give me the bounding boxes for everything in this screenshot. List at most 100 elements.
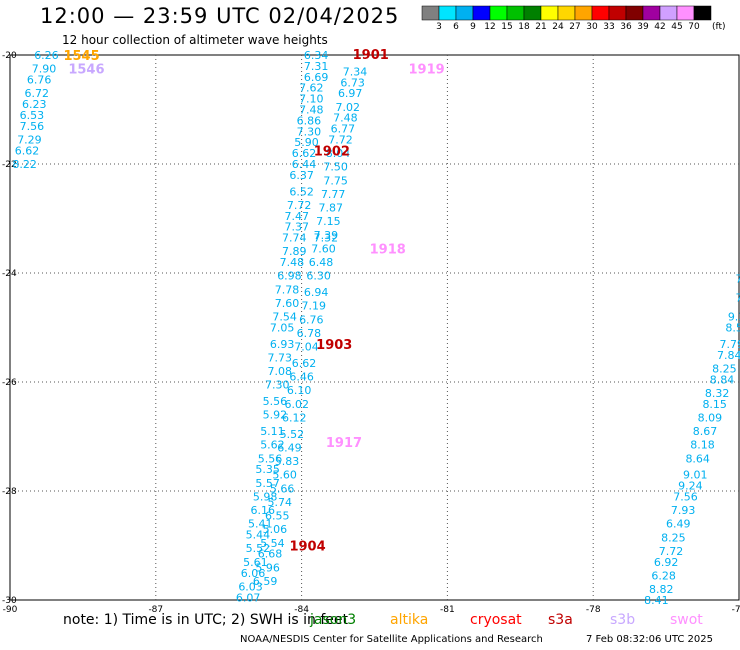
colorbar-unit: (ft) xyxy=(712,22,726,32)
wave-height-value: 5.61 xyxy=(243,556,268,569)
colorbar-label: 15 xyxy=(501,22,513,32)
wave-height-value: 7.60 xyxy=(311,242,336,255)
wave-height-value: 7.34 xyxy=(343,65,368,78)
x-tick-label: -78 xyxy=(586,605,601,615)
grid-lines xyxy=(10,55,739,600)
wave-height-value: 7.31 xyxy=(304,60,329,73)
footer-source: NOAA/NESDIS Center for Satellite Applica… xyxy=(240,634,543,645)
wave-height-value: 5.56 xyxy=(258,452,283,465)
colorbar-swatch xyxy=(659,5,678,21)
wave-height-value: 8.04 xyxy=(326,147,351,160)
wave-height-value: 6.68 xyxy=(258,548,283,561)
satellite-legend-cryosat: cryosat xyxy=(470,612,522,628)
wave-height-value: 6.97 xyxy=(338,87,363,100)
wave-height-value: 6.62 xyxy=(15,144,40,157)
y-tick-label: -26 xyxy=(2,378,17,388)
wave-height-value: 6.49 xyxy=(277,441,302,454)
wave-height-value: 7.30 xyxy=(297,125,322,138)
wave-height-value: 7.04 xyxy=(294,341,319,354)
wave-height-value: 6.59 xyxy=(253,575,278,588)
wave-height-value: 7.60 xyxy=(275,297,300,310)
colorbar-swatch xyxy=(438,5,457,21)
colorbar-swatch xyxy=(540,5,559,21)
colorbar-swatch xyxy=(523,5,542,21)
colorbar-label: 39 xyxy=(637,22,649,32)
x-tick-label: -90 xyxy=(3,605,18,615)
wave-height-value: 7.72 xyxy=(328,133,353,146)
colorbar-swatch xyxy=(608,5,627,21)
wave-height-value: 6.86 xyxy=(297,114,322,127)
wave-height-value: 6.34 xyxy=(304,49,329,62)
wave-height-value: 7.19 xyxy=(302,300,327,313)
page-title: 12:00 — 23:59 UTC 02/04/2025 xyxy=(40,4,400,28)
wave-height-value: 7.84 xyxy=(717,349,740,362)
colorbar-label: 6 xyxy=(453,22,459,32)
x-tick-label: -84 xyxy=(294,605,309,615)
wave-height-value: 6.76 xyxy=(299,313,324,326)
colorbar-swatch xyxy=(489,5,508,21)
colorbar-label: 42 xyxy=(654,22,666,32)
wave-height-value: 8.09 xyxy=(698,411,723,424)
track-time-label: 1918 xyxy=(370,242,406,257)
wave-height-value: 6.10 xyxy=(287,384,312,397)
wave-height-value: 6.72 xyxy=(24,87,49,100)
wave-height-value: 9.24 xyxy=(678,480,703,493)
wave-height-value: 8.22 xyxy=(12,158,37,171)
satellite-legend-s3b: s3b xyxy=(610,612,636,628)
wave-height-value: 7.62 xyxy=(299,82,324,95)
wave-height-value: 7.87 xyxy=(319,202,344,215)
wave-height-value: 6.53 xyxy=(20,109,45,122)
track-time-label: 1902 xyxy=(314,144,350,159)
satellite-legend-altika: altika xyxy=(390,612,429,628)
wave-height-value: 7.90 xyxy=(32,63,57,76)
wave-height-value: 7.78 xyxy=(275,283,300,296)
wave-height-value: 7.77 xyxy=(321,188,346,201)
wave-height-value: 6.55 xyxy=(265,510,290,523)
wave-height-value: 8.25 xyxy=(712,362,737,375)
colorbar-label: 18 xyxy=(518,22,530,32)
plot-frame xyxy=(9,54,740,601)
wave-height-value: 7.72 xyxy=(659,545,684,558)
colorbar-label: 33 xyxy=(603,22,615,32)
satellite-legend-swot: swot xyxy=(670,612,703,628)
wave-height-value: 5.54 xyxy=(260,537,285,550)
colorbar-label: 45 xyxy=(671,22,683,32)
wave-height-value: 5.52 xyxy=(246,542,271,555)
wave-height-value: 6.92 xyxy=(654,556,679,569)
wave-height-value: 5.06 xyxy=(263,523,288,536)
wave-height-value: 6.12 xyxy=(282,411,307,424)
colorbar-label: 27 xyxy=(569,22,581,32)
wave-height-value: 6.26 xyxy=(34,49,59,62)
wave-height-value: 5.11 xyxy=(260,425,285,438)
colorbar-label: 21 xyxy=(535,22,547,32)
wave-height-value: 7.48 xyxy=(299,104,324,117)
colorbar-label: 30 xyxy=(586,22,598,32)
wave-height-value: 5.92 xyxy=(263,409,288,422)
wave-height-value: 6.44 xyxy=(292,158,317,171)
wave-height-value: 7.05 xyxy=(270,322,295,335)
colorbar-swatch xyxy=(455,5,474,21)
wave-height-value: 6.62 xyxy=(292,357,317,370)
wave-height-value: 7.29 xyxy=(17,133,42,146)
wave-height-value: 7.56 xyxy=(20,120,45,133)
y-tick-label: -28 xyxy=(2,487,17,497)
wave-height-value: 7.75 xyxy=(323,174,348,187)
track-time-label: 1901 xyxy=(353,48,389,63)
x-tick-label: -87 xyxy=(148,605,163,615)
wave-height-value: 5.41 xyxy=(248,518,273,531)
wave-height-value: 6.07 xyxy=(236,591,261,604)
wave-height-value: 7.08 xyxy=(267,365,292,378)
colorbar-label: 12 xyxy=(484,22,496,32)
y-tick-label: -24 xyxy=(2,269,17,279)
wave-height-value: 7.50 xyxy=(323,161,348,174)
wave-height-value: 7.48 xyxy=(280,256,305,269)
y-tick-label: -20 xyxy=(2,51,17,61)
wave-height-value: 7.37 xyxy=(284,221,309,234)
wave-height-value: 7 xyxy=(736,292,740,305)
colorbar-label: 24 xyxy=(552,22,564,32)
wave-height-value: 7.02 xyxy=(336,101,361,114)
wave-height-value: 8.41 xyxy=(644,594,669,607)
wave-height-value: 7.93 xyxy=(671,504,696,517)
page-subtitle: 12 hour collection of altimeter wave hei… xyxy=(62,33,328,47)
